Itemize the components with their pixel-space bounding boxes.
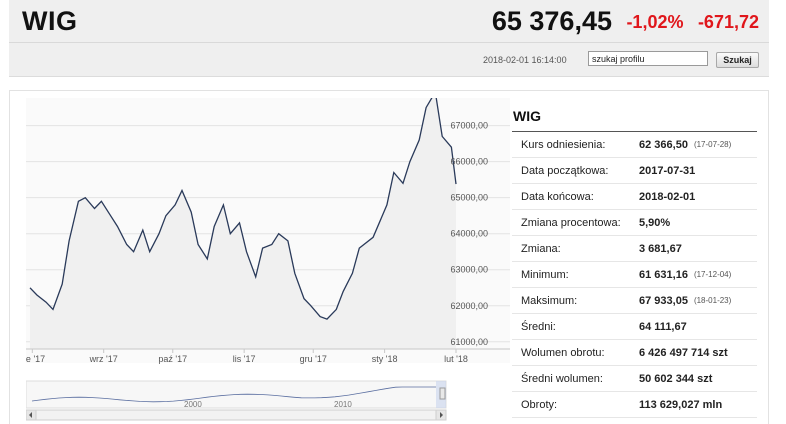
x-tick-label: gru '17: [300, 354, 327, 364]
x-tick-label: paź '17: [158, 354, 187, 364]
x-tick-label: sie '17: [26, 354, 45, 364]
change-percent: -1,02%: [626, 12, 684, 32]
stats-row: Średni wolumen: 50 602 344 szt: [512, 366, 757, 392]
stats-label: Minimum:: [521, 268, 569, 281]
quote-summary: 65 376,45 -1,02% -671,72: [492, 6, 759, 37]
x-axis-labels: sie '17 wrz '17 paź '17 lis '17 gru '17 sty '…: [26, 349, 468, 364]
y-tick-label: 66000,00: [450, 157, 488, 167]
stats-row: Minimum: 61 631,16 (17-12-04): [512, 262, 757, 288]
x-tick-label: lis '17: [233, 354, 256, 364]
navigator-tick-label: 2010: [334, 400, 352, 409]
search-input[interactable]: [588, 51, 708, 66]
stats-table: Kurs odniesienia: 62 366,50 (17-07-28) Data…: [512, 132, 757, 418]
scrollbar-track[interactable]: [26, 409, 447, 421]
stats-label: Kurs odniesienia:: [521, 138, 606, 151]
stats-label: Obroty:: [521, 398, 558, 411]
stats-value: 3 681,67: [639, 242, 682, 255]
stats-row: Data początkowa: 2017-07-31: [512, 158, 757, 184]
stats-value: 67 933,05: [639, 294, 688, 307]
stats-label: Zmiana procentowa:: [521, 216, 621, 229]
stats-value: 2017-07-31: [639, 164, 696, 177]
stats-label: Data końcowa:: [521, 190, 594, 203]
stats-date-note: (18-01-23): [693, 296, 732, 305]
stats-title: WIG: [512, 108, 757, 132]
stats-panel: WIG Kurs odniesienia: 62 366,50 (17-07-28)…: [512, 108, 757, 418]
stats-label: Średni:: [521, 320, 556, 333]
stats-row: Zmiana procentowa: 5,90%: [512, 210, 757, 236]
price-chart[interactable]: 61000,00 62000,00 63000,00 64000,00 65000,00…: [26, 98, 510, 424]
stats-value: 2018-02-01: [639, 190, 696, 203]
stats-value: 6 426 497 714 szt: [639, 346, 728, 359]
y-tick-label: 65000,00: [450, 193, 488, 203]
stats-row: Maksimum: 67 933,05 (18-01-23): [512, 288, 757, 314]
navigator-series: [31, 386, 436, 403]
stats-row: Kurs odniesienia: 62 366,50 (17-07-28): [512, 132, 757, 158]
quote-timestamp: 2018-02-01 16:14:00: [483, 55, 567, 65]
quote-header: WIG 65 376,45 -1,02% -671,72: [9, 0, 769, 77]
stats-date-note: (17-07-28): [693, 140, 732, 149]
stats-value: 64 111,67: [639, 320, 687, 333]
navigator-handle[interactable]: [439, 387, 446, 400]
price-line: [29, 98, 457, 320]
stats-label: Średni wolumen:: [521, 372, 603, 385]
x-tick-label: wrz '17: [89, 354, 118, 364]
stats-row: Obroty: 113 629,027 mln: [512, 392, 757, 418]
x-tick-label: lut '18: [444, 354, 468, 364]
navigator-tick-label: 2000: [184, 400, 202, 409]
x-tick-label: sty '18: [372, 354, 398, 364]
navigator-labels: 2000 2010: [184, 400, 352, 409]
y-tick-label: 62000,00: [450, 301, 488, 311]
chevron-left-icon: [29, 412, 32, 418]
y-tick-label: 61000,00: [450, 337, 488, 347]
index-name: WIG: [22, 6, 78, 36]
chevron-right-icon: [440, 412, 443, 418]
stats-label: Data początkowa:: [521, 164, 609, 177]
stats-value: 61 631,16: [639, 268, 688, 281]
y-tick-label: 64000,00: [450, 229, 488, 239]
search-button[interactable]: Szukaj: [716, 52, 759, 68]
stats-row: Zmiana: 3 681,67: [512, 236, 757, 262]
price-area: [30, 98, 456, 349]
index-price: 65 376,45: [491, 6, 612, 36]
stats-label: Wolumen obrotu:: [521, 346, 605, 359]
stats-row: Średni: 64 111,67: [512, 314, 757, 340]
y-axis-labels: 61000,00 62000,00 63000,00 64000,00 65000,00…: [450, 121, 488, 347]
stats-label: Zmiana:: [521, 242, 561, 255]
stats-row: Data końcowa: 2018-02-01: [512, 184, 757, 210]
stats-date-note: (17-12-04): [693, 270, 732, 279]
stats-value: 62 366,50: [639, 138, 688, 151]
stats-value: 5,90%: [639, 216, 671, 229]
y-tick-label: 67000,00: [450, 121, 488, 131]
change-absolute: -671,72: [697, 12, 759, 32]
y-tick-label: 63000,00: [450, 265, 488, 275]
stats-value: 113 629,027 mln: [639, 398, 723, 411]
stats-row: Wolumen obrotu: 6 426 497 714 szt: [512, 340, 757, 366]
stats-label: Maksimum:: [521, 294, 578, 307]
header-divider: [9, 42, 769, 43]
stats-value: 50 602 344 szt: [639, 372, 713, 385]
